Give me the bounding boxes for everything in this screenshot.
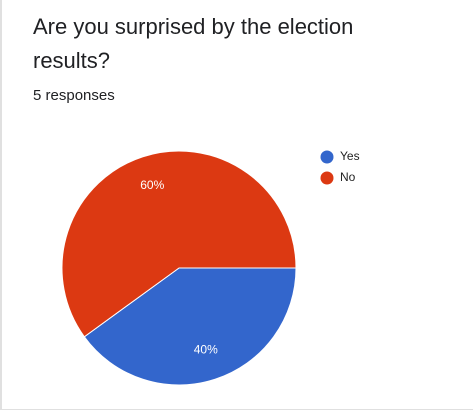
legend-label: Yes (340, 149, 360, 163)
pie-slice (61, 150, 297, 338)
response-count: 5 responses (33, 87, 115, 104)
legend-swatch (320, 171, 334, 185)
pie-slice (83, 267, 297, 386)
legend-swatch (320, 150, 334, 164)
slice-label: 60% (140, 178, 164, 192)
slice-label: 40% (194, 343, 218, 357)
question-title: Are you surprised by the election result… (33, 14, 354, 73)
legend-label: No (340, 170, 356, 184)
